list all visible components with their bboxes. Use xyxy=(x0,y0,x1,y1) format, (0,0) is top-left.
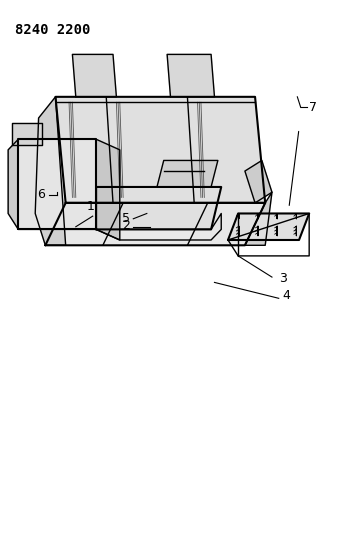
Polygon shape xyxy=(72,54,116,97)
Text: 8240 2200: 8240 2200 xyxy=(15,22,90,37)
Polygon shape xyxy=(12,123,42,144)
Text: 7: 7 xyxy=(309,101,317,114)
Polygon shape xyxy=(245,192,272,245)
Text: 1: 1 xyxy=(87,200,95,214)
Text: 2: 2 xyxy=(123,219,131,232)
Text: 5: 5 xyxy=(122,212,130,225)
Polygon shape xyxy=(167,54,214,97)
Polygon shape xyxy=(8,139,18,229)
Polygon shape xyxy=(157,160,218,187)
Polygon shape xyxy=(45,203,265,245)
Polygon shape xyxy=(56,97,265,203)
Text: 4: 4 xyxy=(282,289,290,302)
Polygon shape xyxy=(96,187,221,229)
Polygon shape xyxy=(245,160,272,203)
Polygon shape xyxy=(35,97,66,245)
Text: 6: 6 xyxy=(38,189,45,201)
Polygon shape xyxy=(228,214,309,240)
Polygon shape xyxy=(18,139,96,229)
Polygon shape xyxy=(96,139,120,240)
Text: 3: 3 xyxy=(279,272,286,285)
